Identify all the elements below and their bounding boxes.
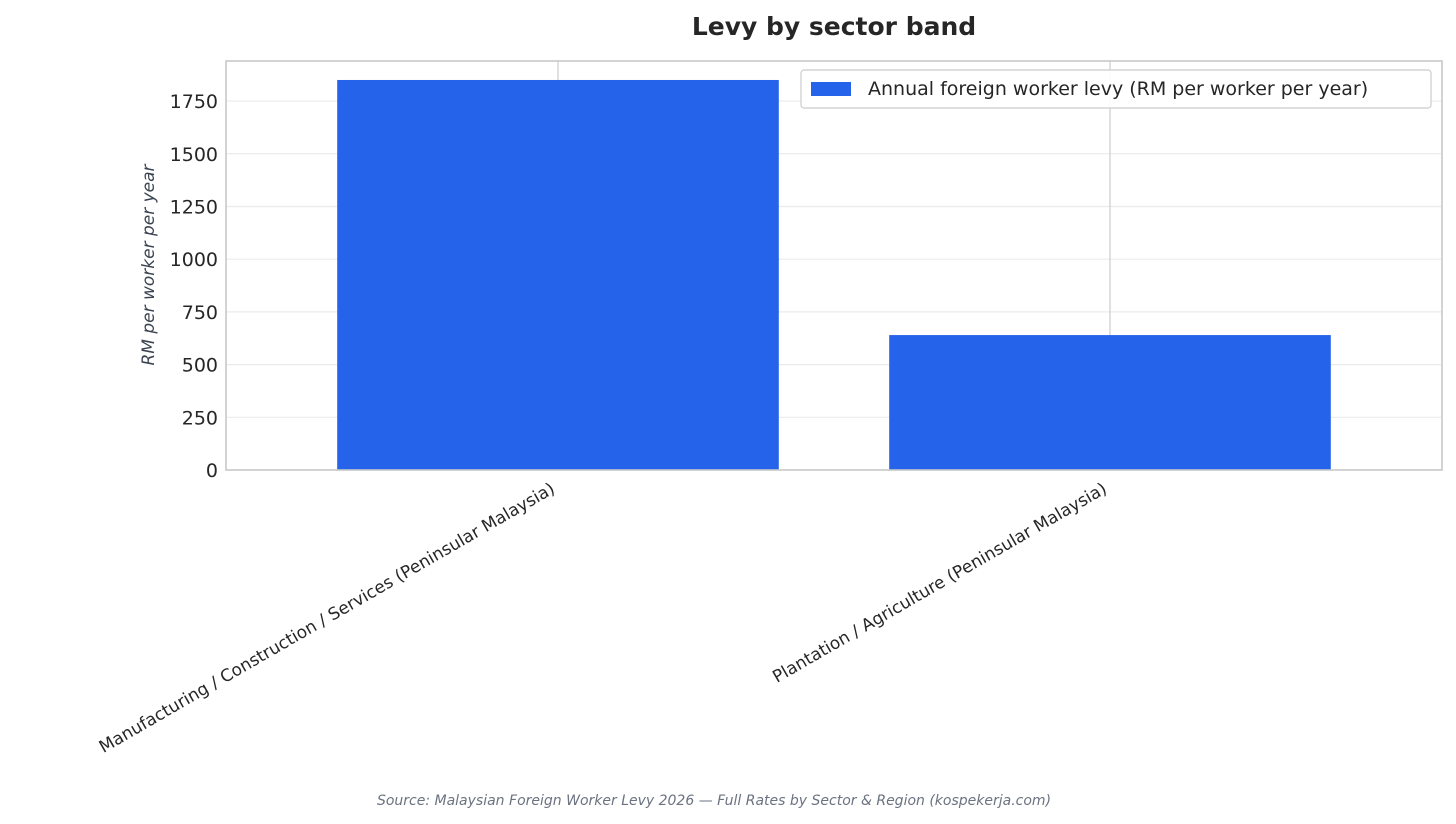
source-note: Source: Malaysian Foreign Worker Levy 20… <box>377 793 1051 809</box>
y-axis-label: RM per worker per year <box>139 163 159 365</box>
y-axis-ticks: 0 250 500 750 1000 1250 1500 1750 <box>170 91 218 482</box>
y-tick-label: 0 <box>206 460 218 482</box>
legend-swatch <box>811 82 851 96</box>
chart-title: Levy by sector band <box>692 12 976 41</box>
legend-frame <box>800 69 1432 109</box>
y-tick-label: 1250 <box>170 196 218 218</box>
bar <box>337 79 779 470</box>
legend-label: Annual foreign worker levy (RM per worke… <box>868 78 1368 100</box>
y-tick-label: 250 <box>182 407 218 429</box>
legend: Annual foreign worker levy (RM per worke… <box>800 69 1432 109</box>
bars <box>337 79 1331 470</box>
plot-area-frame <box>225 60 1443 471</box>
y-tick-label: 1500 <box>170 144 218 166</box>
y-tick-label: 1750 <box>170 91 218 113</box>
bar <box>889 335 1331 470</box>
y-tick-label: 750 <box>182 302 218 324</box>
x-tick-label: Plantation / Agriculture (Peninsular Mal… <box>769 479 1110 687</box>
y-tick-label: 1000 <box>170 249 218 271</box>
x-tick-label: Manufacturing / Construction / Services … <box>96 479 559 758</box>
x-axis-labels: Manufacturing / Construction / Services … <box>96 479 1111 758</box>
y-tick-label: 500 <box>182 355 218 377</box>
